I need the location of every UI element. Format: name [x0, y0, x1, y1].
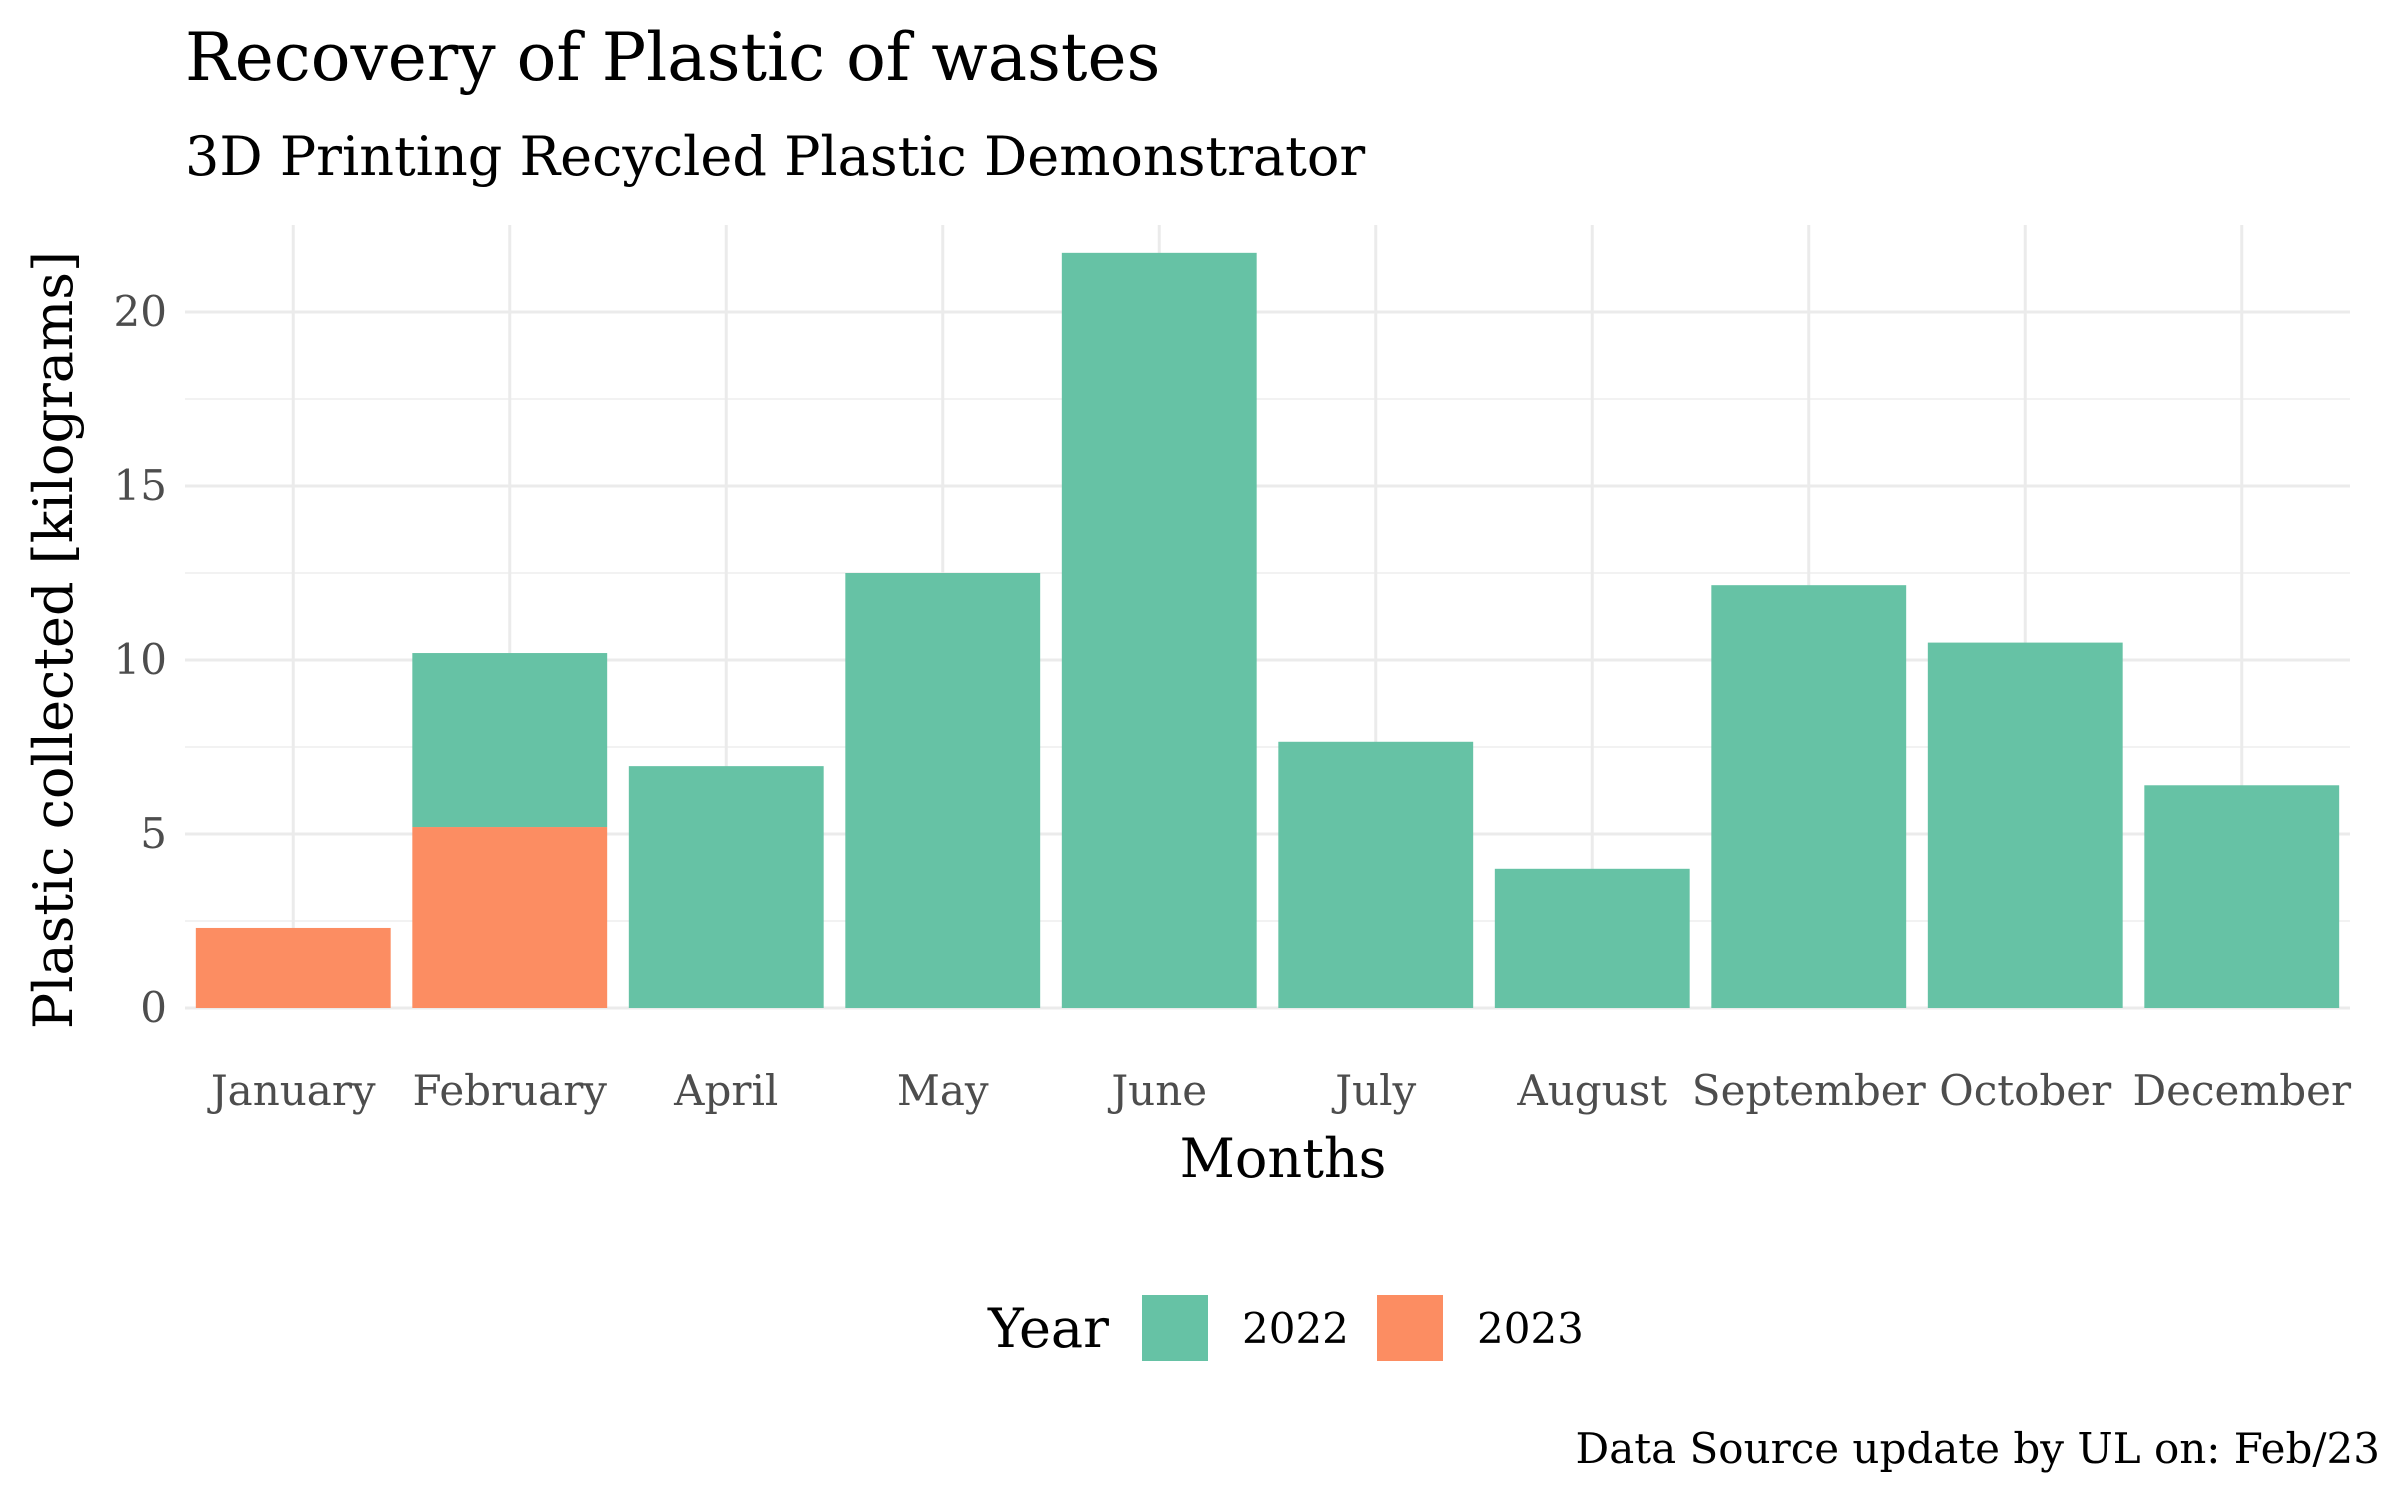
- chart-subtitle: 3D Printing Recycled Plastic Demonstrato…: [185, 125, 1365, 188]
- bar-august-2022: [1495, 869, 1690, 1008]
- bar-july-2022: [1278, 742, 1473, 1008]
- x-tick-label: December: [2132, 1066, 2351, 1115]
- legend-key-2023: [1377, 1295, 1443, 1361]
- bar-june-2022: [1062, 253, 1257, 1008]
- y-axis-ticks: 0 5 10 15 20: [114, 287, 167, 1032]
- y-tick-label: 20: [114, 287, 167, 336]
- legend-label-2023: 2023: [1477, 1304, 1584, 1353]
- x-tick-label: April: [673, 1066, 778, 1115]
- y-tick-label: 15: [114, 461, 167, 510]
- caption: Data Source update by UL on: Feb/23: [1576, 1424, 2380, 1473]
- y-tick-label: 0: [140, 983, 167, 1032]
- legend-label-2022: 2022: [1242, 1304, 1349, 1353]
- x-tick-label: July: [1331, 1066, 1416, 1115]
- x-axis-ticks: January February April May June July August Sep…: [207, 1066, 2352, 1115]
- bar-april-2022: [629, 766, 824, 1008]
- x-tick-label: June: [1107, 1066, 1207, 1115]
- x-tick-label: May: [897, 1066, 989, 1115]
- x-tick-label: February: [412, 1066, 607, 1115]
- bar-october-2022: [1928, 643, 2123, 1008]
- legend: Year 2022 2023: [987, 1295, 1584, 1361]
- bars: [196, 253, 2339, 1008]
- x-tick-label: August: [1516, 1066, 1667, 1115]
- x-axis-title: Months: [1180, 1127, 1387, 1190]
- chart-title: Recovery of Plastic of wastes: [185, 19, 1160, 96]
- x-tick-label: January: [207, 1066, 376, 1115]
- bar-may-2022: [845, 573, 1040, 1008]
- legend-title: Year: [987, 1297, 1109, 1360]
- bar-december-2022: [2144, 785, 2339, 1008]
- y-axis-title: Plastic collected [kilograms]: [22, 251, 85, 1029]
- x-tick-label: September: [1692, 1066, 1927, 1115]
- bar-february-2023: [412, 827, 607, 1008]
- y-tick-label: 10: [114, 635, 167, 684]
- y-tick-label: 5: [140, 809, 167, 858]
- bar-september-2022: [1711, 585, 1906, 1008]
- bar-february-2022: [412, 653, 607, 827]
- legend-key-2022: [1142, 1295, 1208, 1361]
- x-tick-label: October: [1939, 1066, 2112, 1115]
- bar-january-2023: [196, 928, 391, 1008]
